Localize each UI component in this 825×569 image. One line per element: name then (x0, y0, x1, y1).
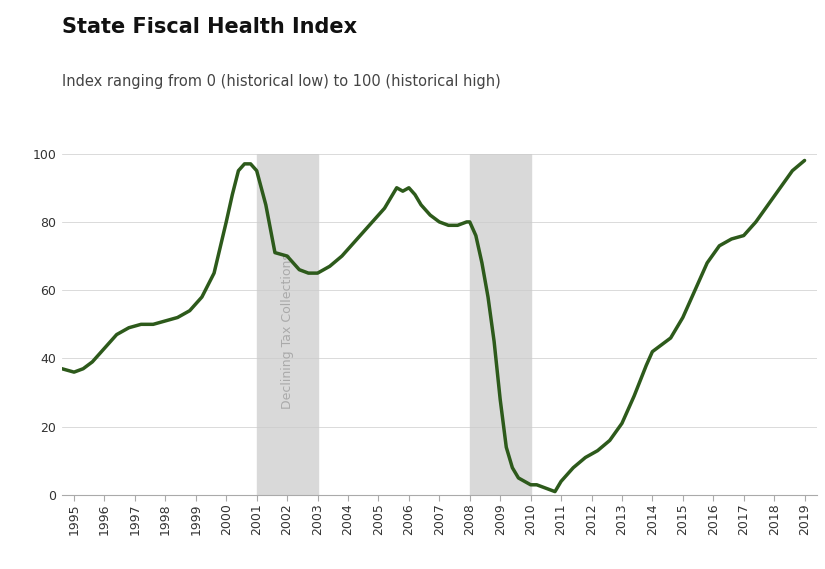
Bar (257, 154, 318, 495)
Text: State Fiscal Health Index: State Fiscal Health Index (62, 17, 357, 37)
Text: Index ranging from 0 (historical low) to 100 (historical high): Index ranging from 0 (historical low) to… (62, 74, 501, 89)
Bar (469, 154, 530, 495)
Text: Declining Tax Collections: Declining Tax Collections (280, 253, 294, 409)
